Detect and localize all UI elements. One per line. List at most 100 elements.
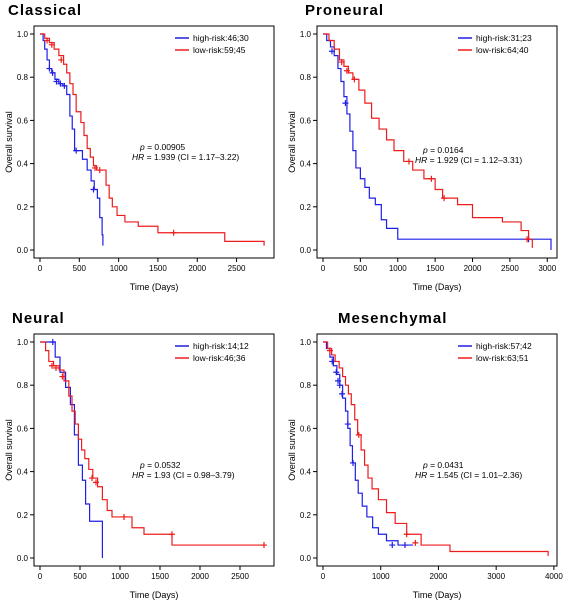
y-tick-label: 1.0 <box>17 30 29 39</box>
censor-mark <box>261 542 267 549</box>
hazard-ratio-text: HR = 1.93 (CI = 0.98–3.79) <box>132 470 235 480</box>
legend-box <box>454 30 550 58</box>
hazard-ratio-text: HR = 1.929 (CI = 1.12–3.31) <box>415 155 522 165</box>
legend-label: low-risk:46;36 <box>193 353 246 363</box>
y-tick-label: 0.6 <box>300 424 312 433</box>
p-value: = 0.0532 <box>145 460 181 470</box>
censor-mark <box>524 236 531 243</box>
plot-frame <box>33 333 275 567</box>
survival-curve-high-risk <box>323 341 414 546</box>
y-tick-label: 1.0 <box>300 338 312 347</box>
x-tick-label: 1000 <box>372 572 390 581</box>
p-value-text: p = 0.0164 <box>422 145 464 155</box>
censor-mark <box>121 513 127 520</box>
censor-mark <box>355 431 362 438</box>
x-tick-label: 2500 <box>228 264 246 273</box>
censor-mark <box>49 69 56 76</box>
hr-label: HR <box>415 470 427 480</box>
hazard-ratio-text: HR = 1.545 (CI = 1.01–2.36) <box>415 470 522 480</box>
censor-mark <box>326 347 333 354</box>
censor-mark <box>428 175 435 182</box>
x-tick-label: 2000 <box>188 264 206 273</box>
hr-label: HR <box>415 155 427 165</box>
x-tick-label: 1000 <box>110 264 128 273</box>
p-value: = 0.00905 <box>145 142 186 152</box>
chart-panel-classical: Classical 0.0 0.2 0.4 0.6 0.8 1.0 0 500 1000 1500 2… <box>0 0 283 308</box>
censor-mark <box>89 475 95 482</box>
y-tick-label: 0.8 <box>17 73 29 82</box>
legend-box <box>454 338 550 366</box>
p-label: p <box>139 460 145 470</box>
x-tick-label: 3000 <box>538 264 556 273</box>
x-tick-label: 2000 <box>430 572 448 581</box>
x-tick-label: 3000 <box>487 572 505 581</box>
legend-label: high-risk:57;42 <box>476 341 532 351</box>
censor-mark <box>169 531 175 538</box>
x-tick-label: 0 <box>321 264 326 273</box>
x-tick-label: 1000 <box>389 264 407 273</box>
x-tick-label: 1500 <box>426 264 444 273</box>
chart-mesenchymal: Mesenchymal 0.0 0.2 0.4 0.6 0.8 1.0 0 1000 2000 30… <box>287 310 563 600</box>
censor-mark <box>328 48 335 55</box>
x-axis-label: Time (Days) <box>130 282 179 292</box>
p-value: = 0.0431 <box>428 460 464 470</box>
censor-mark <box>73 147 80 154</box>
plot-frame <box>316 25 558 259</box>
censor-mark <box>351 76 358 83</box>
p-label: p <box>139 142 145 152</box>
censor-mark <box>343 67 350 74</box>
censor-mark <box>329 358 336 365</box>
legend-label: high-risk:46;30 <box>193 33 249 43</box>
y-axis-label: Overall survival <box>4 419 14 481</box>
censor-mark <box>53 364 59 371</box>
y-tick-label: 0.2 <box>300 203 312 212</box>
plot-frame <box>33 25 275 259</box>
chart-title: Classical <box>8 2 82 19</box>
hr-label: HR <box>132 470 144 480</box>
censor-mark <box>338 59 345 66</box>
survival-curve-high-risk <box>40 33 104 246</box>
legend-label: high-risk:31;23 <box>476 33 532 43</box>
p-label: p <box>422 460 428 470</box>
chart-proneural: Proneural 0.0 0.2 0.4 0.6 0.8 1.0 0 500 1000 1500 2… <box>287 2 558 292</box>
y-tick-label: 0.8 <box>300 73 312 82</box>
y-tick-label: 0.4 <box>17 468 29 477</box>
y-tick-label: 0.8 <box>17 381 29 390</box>
y-tick-label: 0.4 <box>300 160 312 169</box>
censor-mark <box>44 37 51 44</box>
y-tick-label: 0.2 <box>17 511 29 520</box>
censor-mark <box>170 229 177 236</box>
y-tick-label: 0.4 <box>300 468 312 477</box>
censor-mark <box>333 369 340 376</box>
hr-value: = 1.939 (CI = 1.17–3.22) <box>144 152 239 162</box>
survival-curve-high-risk <box>323 33 552 250</box>
y-axis-label: Overall survival <box>287 419 297 481</box>
chart-panel-neural: Neural 0.0 0.2 0.4 0.6 0.8 1.0 0 500 1000 1500 2000… <box>0 308 283 616</box>
x-tick-label: 2500 <box>231 572 249 581</box>
legend-box <box>171 338 267 366</box>
censor-mark <box>59 373 66 380</box>
hr-label: HR <box>132 152 144 162</box>
censor-mark <box>344 421 351 428</box>
hr-value: = 1.545 (CI = 1.01–2.36) <box>427 470 522 480</box>
censor-mark <box>335 377 342 384</box>
legend-label: low-risk:64;40 <box>476 45 529 55</box>
x-tick-label: 1500 <box>151 572 169 581</box>
censor-mark <box>49 362 55 369</box>
x-tick-label: 2500 <box>501 264 519 273</box>
censor-mark <box>403 531 410 538</box>
y-tick-label: 0.8 <box>300 381 312 390</box>
y-tick-label: 0.2 <box>17 203 29 212</box>
x-axis-label: Time (Days) <box>413 590 462 600</box>
chart-panel-proneural: Proneural 0.0 0.2 0.4 0.6 0.8 1.0 0 500 1000 1500 2… <box>283 0 566 308</box>
censor-mark <box>441 195 448 202</box>
legend-label: low-risk:63;51 <box>476 353 529 363</box>
x-tick-label: 1500 <box>149 264 167 273</box>
hr-value: = 1.929 (CI = 1.12–3.31) <box>427 155 522 165</box>
y-tick-label: 0.6 <box>17 116 29 125</box>
censor-mark <box>90 186 97 193</box>
y-tick-label: 0.6 <box>300 116 312 125</box>
p-value-text: p = 0.00905 <box>139 142 185 152</box>
x-axis-label: Time (Days) <box>413 282 462 292</box>
x-axis-label: Time (Days) <box>130 590 179 600</box>
